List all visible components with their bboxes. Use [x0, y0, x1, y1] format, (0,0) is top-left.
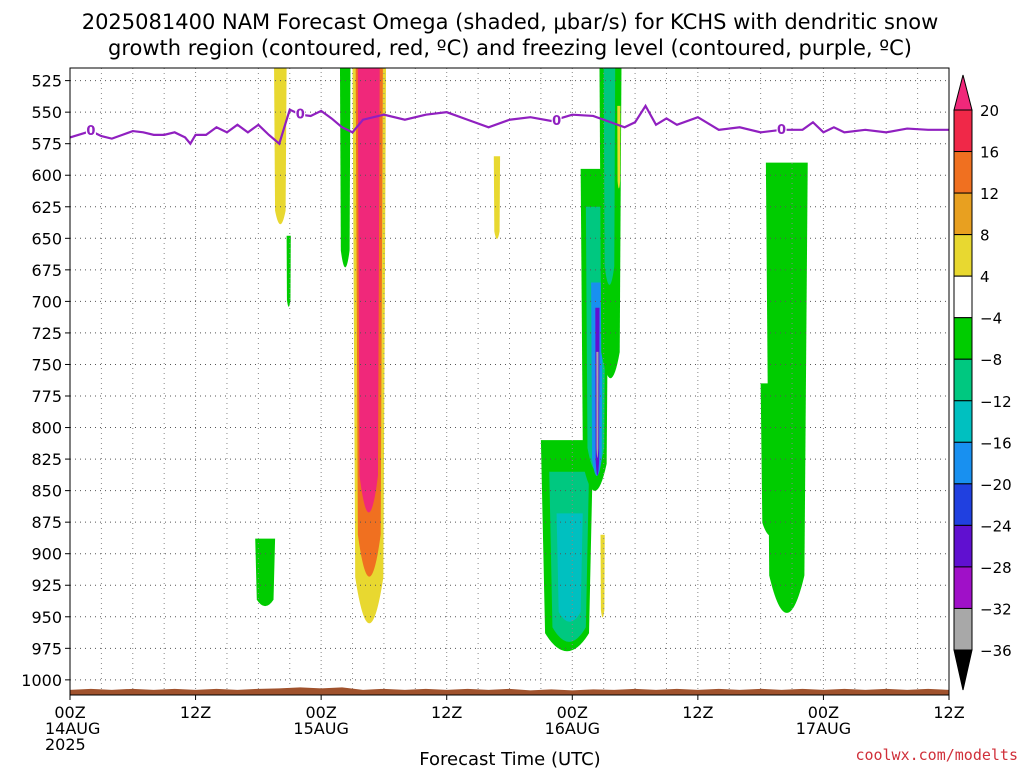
x-tick-label: 14AUG — [45, 719, 100, 738]
colorbar-label: −20 — [980, 476, 1012, 494]
freezing-level-label: 0 — [86, 124, 95, 139]
colorbar-band — [953, 234, 973, 277]
x-tick-label: 12Z — [180, 703, 211, 722]
omega-region — [493, 156, 501, 239]
y-tick-label: 775 — [31, 387, 62, 406]
colorbar-band — [953, 192, 973, 236]
omega-region — [357, 68, 380, 513]
colorbar-label: −8 — [980, 351, 1002, 369]
colorbar-band — [953, 441, 973, 485]
colorbar-label: −4 — [980, 310, 1002, 328]
y-tick-label: 600 — [31, 166, 62, 185]
grid — [70, 68, 949, 695]
freezing-level: 0 0 0 0 — [69, 103, 949, 146]
omega-region — [255, 538, 276, 607]
colorbar-label: −16 — [980, 434, 1012, 452]
y-tick-label: 975 — [31, 639, 62, 658]
colorbar-band — [953, 483, 973, 526]
colorbar-band — [953, 566, 973, 609]
freezing-level-label: 0 — [296, 108, 305, 123]
y-tick-label: 700 — [31, 292, 62, 311]
x-tick-label: 00Z — [54, 703, 85, 722]
y-tick-label: 825 — [31, 450, 62, 469]
colorbar-band — [953, 524, 973, 568]
omega-region — [596, 351, 599, 458]
y-tick-label: 1000 — [21, 671, 62, 690]
colorbar-band — [953, 317, 973, 360]
credit-text[interactable]: coolwx.com/modelts — [855, 746, 1018, 764]
y-tick-label: 725 — [31, 324, 62, 343]
omega-region — [617, 105, 621, 189]
x-tick-label: 00Z — [808, 703, 839, 722]
y-tick-label: 950 — [31, 608, 62, 627]
omega-region — [274, 68, 287, 225]
colorbar-label: −36 — [980, 642, 1012, 660]
terrain-fill — [70, 687, 949, 695]
colorbar-band — [953, 358, 973, 402]
y-tick-label: 650 — [31, 229, 62, 248]
colorbar-band — [953, 151, 973, 194]
colorbar-top-arrow — [953, 74, 973, 111]
colorbar-bottom-arrow — [953, 649, 973, 691]
y-tick-label: 850 — [31, 482, 62, 501]
freezing-level-label: 0 — [777, 123, 786, 138]
y-tick-label: 625 — [31, 198, 62, 217]
y-tick-label: 575 — [31, 135, 62, 154]
freezing-level-label-bg — [295, 106, 306, 121]
x-tick-label: 12Z — [933, 703, 964, 722]
y-tick-label: 900 — [31, 545, 62, 564]
title-line-1: 2025081400 NAM Forecast Omega (shaded, μ… — [82, 10, 939, 34]
colorbar-label: −12 — [980, 393, 1012, 411]
omega-region — [760, 383, 782, 537]
y-tick-label: 875 — [31, 513, 62, 532]
colorbar-label: 4 — [980, 268, 990, 286]
colorbar-band — [953, 607, 973, 651]
colorbar-band — [953, 109, 973, 153]
colorbar-label: 16 — [980, 144, 999, 162]
colorbar-label: 8 — [980, 227, 990, 245]
freezing-level-line — [69, 103, 949, 146]
x-tick-label: 16AUG — [545, 719, 600, 738]
omega-region — [600, 534, 605, 618]
omega-shading — [255, 68, 808, 652]
title-line-2: growth region (contoured, red, ºC) and f… — [108, 36, 912, 60]
y-tick-label: 925 — [31, 576, 62, 595]
y-tick-label: 675 — [31, 261, 62, 280]
omega-region — [603, 68, 616, 285]
plot-frame — [69, 67, 950, 696]
x-tick-label: 2025 — [45, 735, 86, 754]
x-tick-label: 12Z — [431, 703, 462, 722]
colorbar-label: 20 — [980, 102, 999, 120]
colorbar-band — [953, 400, 973, 443]
y-tick-label: 525 — [31, 72, 62, 91]
colorbar-label: −28 — [980, 559, 1012, 577]
y-axis: 525 550 575 600 625 650 675 700 725 750 775 800 825 8… — [21, 72, 70, 690]
omega-region — [556, 513, 583, 622]
y-tick-label: 550 — [31, 103, 62, 122]
freezing-level-label-bg — [85, 123, 96, 138]
x-tick-label: 15AUG — [293, 719, 348, 738]
omega-region — [286, 235, 291, 307]
freezing-level-label-bg — [776, 121, 787, 136]
freezing-level-label-bg — [551, 112, 562, 127]
colorbar: 20 16 12 8 4 −4 −8 −12 −16 −20 −24 −28 −32 −36 — [953, 74, 1012, 691]
colorbar-label: −24 — [980, 517, 1012, 535]
colorbar-label: −32 — [980, 600, 1012, 618]
y-tick-label: 750 — [31, 355, 62, 374]
x-tick-label: 00Z — [557, 703, 588, 722]
x-axis-label: Forecast Time (UTC) — [419, 749, 600, 768]
y-tick-label: 800 — [31, 419, 62, 438]
freezing-level-label: 0 — [552, 114, 561, 129]
terrain — [70, 687, 949, 695]
colorbar-band — [953, 275, 973, 319]
x-tick-label: 17AUG — [796, 719, 851, 738]
x-tick-label: 12Z — [682, 703, 713, 722]
x-tick-label: 00Z — [305, 703, 336, 722]
colorbar-label: 12 — [980, 185, 999, 203]
omega-region — [339, 68, 351, 268]
